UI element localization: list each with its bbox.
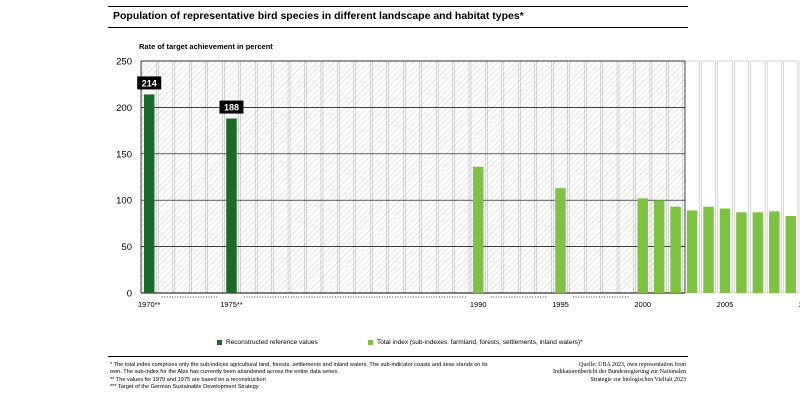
bar-2002 — [670, 206, 681, 293]
y-tick-label-200: 200 — [116, 103, 132, 114]
legend-swatch-reference — [217, 340, 222, 345]
x-tick-label-1970: 1970** — [138, 300, 161, 309]
data-label-1970: 214 — [142, 78, 157, 88]
footer-rule — [108, 356, 688, 357]
bar-2001 — [653, 200, 665, 293]
data-label-box-1970 — [137, 76, 162, 90]
bar-2004 — [703, 206, 714, 293]
bar-2005 — [719, 208, 731, 293]
legend-item-total: Total index (sub-indexes: farmland, fore… — [368, 339, 583, 346]
legend-swatch-total — [368, 340, 373, 345]
top-rule — [108, 6, 688, 7]
bar-2000 — [637, 198, 648, 293]
plot-hatch-background — [141, 61, 685, 293]
bar-1995 — [555, 188, 566, 293]
bar-2008 — [769, 211, 780, 293]
footnotes: * The total index comprises only the sub… — [110, 362, 495, 391]
bar-1970 — [143, 94, 155, 294]
bar-2009 — [785, 215, 797, 293]
bar-chart: 0 50 100 150 200 250 Rate of target achievemen… — [116, 42, 800, 309]
footnote-2: ** The values for 1970 and 1975 are base… — [110, 376, 266, 383]
y-axis-title: Rate of target achievement in percent — [139, 42, 273, 51]
bar-2007 — [752, 212, 764, 293]
source-note: Quelle: UBA 2023, own representation fro… — [553, 362, 686, 383]
x-tick-label-1975: 1975** — [220, 300, 243, 309]
footnote-1: * The total index comprises only the sub… — [110, 362, 488, 376]
bar-1975 — [226, 118, 237, 293]
bar-2006 — [736, 212, 747, 293]
x-tick-label-2005: 2005 — [717, 300, 734, 309]
footnote-3: *** Target of the German Sustainable Dev… — [110, 383, 259, 390]
x-tick-label-1995: 1995 — [552, 300, 569, 309]
legend-label-reference: Reconstructed reference values — [226, 339, 318, 346]
legend-item-reference: Reconstructed reference values — [217, 339, 318, 346]
x-tick-label-1990: 1990 — [470, 300, 487, 309]
y-tick-label-100: 100 — [116, 196, 132, 207]
data-label-box-1975 — [219, 100, 244, 114]
legend-label-total: Total index (sub-indexes: farmland, fore… — [377, 339, 583, 346]
title-rule — [108, 27, 688, 28]
data-label-1975: 188 — [224, 103, 239, 113]
x-tick-label-2000: 2000 — [634, 300, 651, 309]
y-tick-label-150: 150 — [116, 149, 132, 160]
x-tick-label-2010: 2010 — [799, 300, 800, 309]
y-tick-label-250: 250 — [116, 57, 132, 68]
bar-1990 — [472, 166, 484, 293]
y-tick-label-0: 0 — [127, 289, 132, 300]
bar-2003 — [686, 210, 698, 293]
chart-title: Population of representative bird specie… — [113, 10, 524, 22]
y-tick-label-50: 50 — [121, 242, 132, 253]
